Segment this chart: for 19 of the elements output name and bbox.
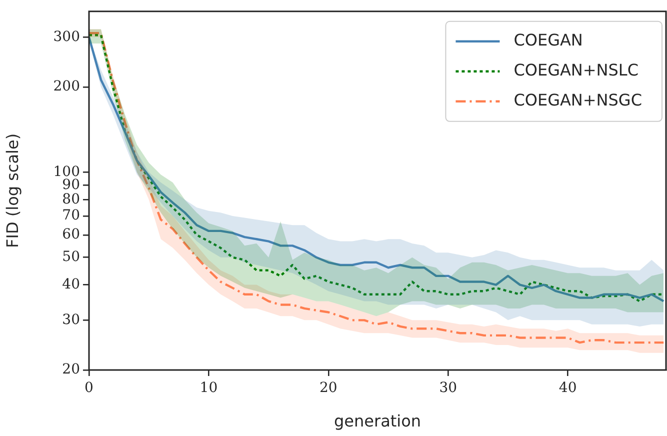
legend-label: COEGAN+NSLC	[514, 60, 639, 80]
legend-label: COEGAN+NSGC	[514, 90, 642, 110]
y-tick-label: 40	[62, 276, 80, 292]
x-axis-title: generation	[334, 412, 422, 431]
x-tick-label: 10	[200, 380, 218, 396]
y-tick-label: 50	[62, 249, 80, 266]
y-tick-label: 200	[53, 78, 80, 95]
legend-label: COEGAN	[514, 30, 583, 50]
y-tick-label: 30	[62, 312, 80, 328]
y-tick-label: 60	[62, 226, 80, 243]
x-tick-label: 30	[439, 380, 458, 396]
y-tick-label: 80	[62, 191, 80, 208]
y-tick-label: 20	[62, 362, 80, 378]
y-axis-title: FID (log scale)	[2, 133, 22, 248]
y-tick-label: 300	[53, 28, 80, 45]
x-tick-label: 40	[558, 380, 577, 396]
x-tick-label: 0	[84, 380, 94, 396]
x-tick-label: 20	[320, 380, 338, 396]
y-tick-label: 70	[62, 208, 80, 224]
